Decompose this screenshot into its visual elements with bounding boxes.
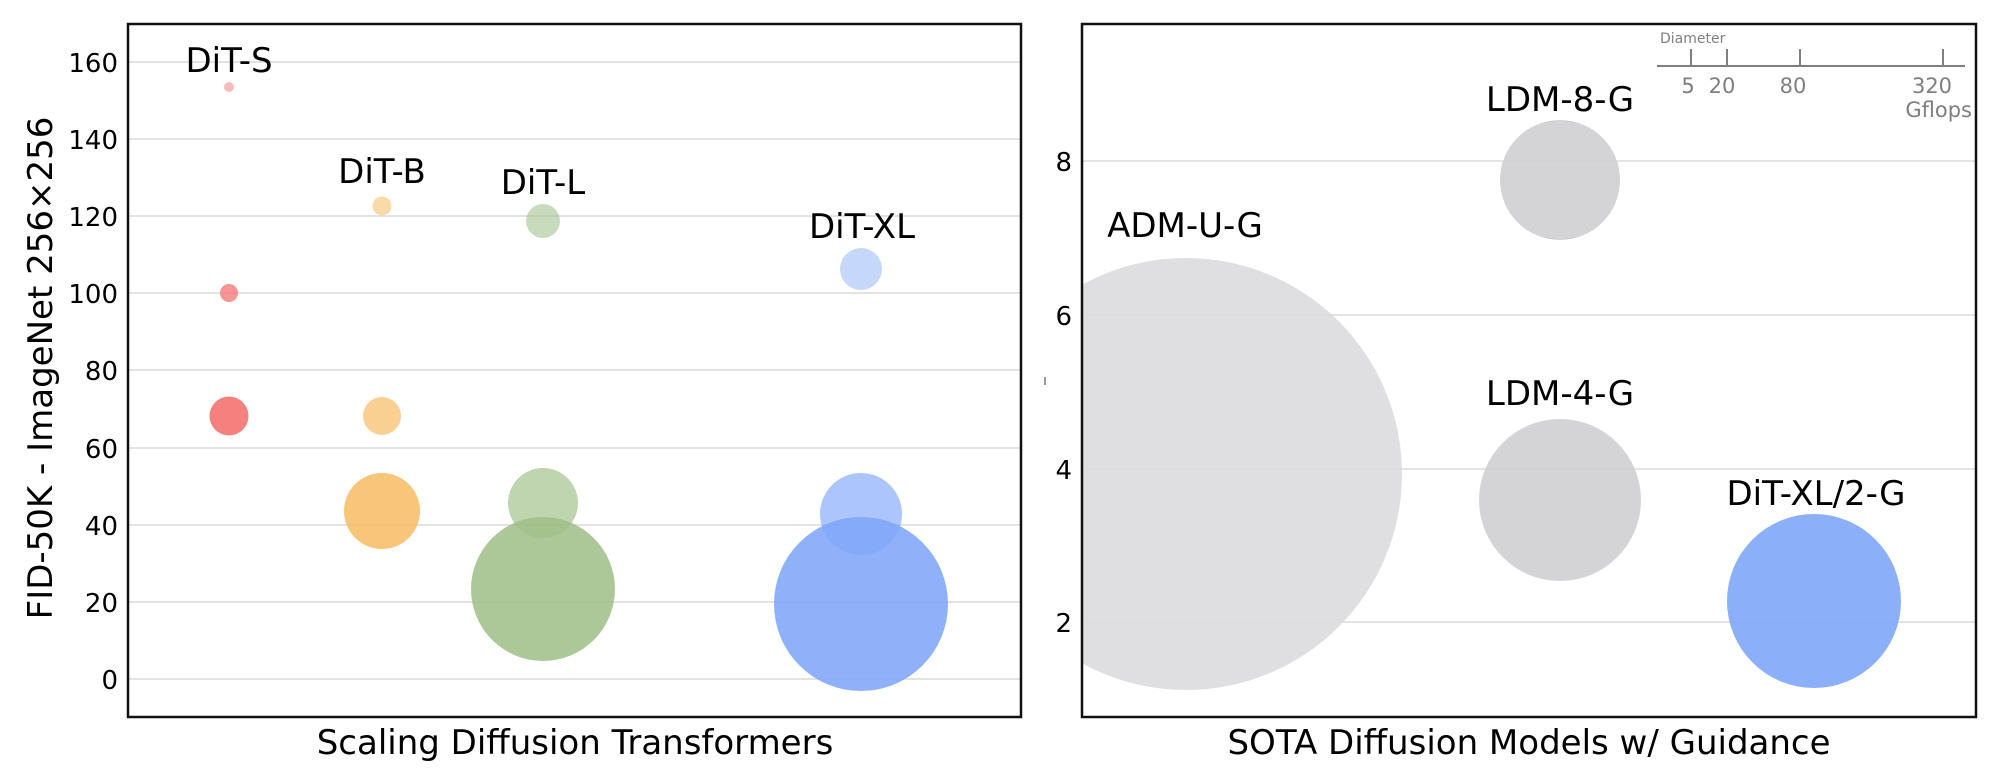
- ytick-20: 20: [85, 589, 118, 619]
- ytick-140: 140: [68, 126, 118, 156]
- bubble-dit-b-2: [363, 397, 401, 435]
- ytick-60: 60: [85, 435, 118, 465]
- ytick-6: 6: [1055, 302, 1072, 332]
- ytick-120: 120: [68, 203, 118, 233]
- label-dit-xl-2-g: DiT-XL/2-G: [1726, 474, 1905, 514]
- legend-label-5: 5: [1681, 74, 1694, 98]
- bubble-dit-xl-2-g: [1727, 514, 1901, 688]
- label-dit-s: DiT-S: [185, 41, 272, 81]
- ytick-2: 2: [1055, 609, 1072, 639]
- bubble-dit-b-3: [344, 473, 420, 549]
- legend-label-320: 320: [1912, 74, 1952, 98]
- bubble-ldm-8-g: [1500, 120, 1620, 240]
- bubble-dit-l-1: [526, 204, 560, 238]
- left-y-axis-label: FID-50K - ImageNet 256×256: [21, 117, 61, 620]
- label-dit-b: DiT-B: [338, 152, 426, 192]
- bubble-dit-xl-3: [774, 517, 948, 691]
- label-ldm-8-g: LDM-8-G: [1486, 80, 1634, 120]
- legend-unit: Gflops: [1905, 98, 1972, 122]
- left-yticks: 0 20 40 60 80 100 120 140 160: [68, 49, 118, 696]
- ytick-160: 160: [68, 49, 118, 79]
- bubble-dit-s-3: [209, 396, 249, 436]
- legend-label-20: 20: [1709, 74, 1736, 98]
- left-x-axis-label: Scaling Diffusion Transformers: [317, 723, 834, 763]
- legend-label-80: 80: [1780, 74, 1807, 98]
- bubble-dit-b-1: [372, 196, 392, 216]
- right-yticks: 2 4 6 8: [1055, 148, 1072, 639]
- label-dit-l: DiT-L: [501, 163, 586, 203]
- bubble-dit-l-3: [471, 517, 615, 661]
- ytick-80: 80: [85, 357, 118, 387]
- ytick-0: 0: [101, 666, 118, 696]
- ytick-8: 8: [1055, 148, 1072, 178]
- label-adm-u-g: ADM-U-G: [1107, 206, 1263, 246]
- right-chart: 2 4 6 8 SOTA Diffusion Models w/ Guidanc…: [1055, 22, 1978, 763]
- ytick-40: 40: [85, 512, 118, 542]
- legend-title: Diameter: [1660, 31, 1726, 47]
- ytick-100: 100: [68, 280, 118, 310]
- ytick-4: 4: [1055, 456, 1072, 486]
- diameter-legend: Diameter 5 20 80 320 Gflops: [1657, 31, 1972, 122]
- bubble-dit-s-2: [220, 284, 238, 302]
- left-chart: 0 20 40 60 80 100 120 140 160 FID-50K - …: [21, 22, 1023, 763]
- label-ldm-4-g: LDM-4-G: [1486, 374, 1634, 414]
- bubble-dit-xl-1: [840, 248, 882, 290]
- bubble-dit-s-1: [224, 82, 234, 92]
- bubble-ldm-4-g: [1479, 419, 1641, 581]
- right-x-axis-label: SOTA Diffusion Models w/ Guidance: [1227, 723, 1830, 763]
- label-dit-xl: DiT-XL: [809, 207, 915, 247]
- left-axes-frame: [126, 22, 1023, 719]
- bubble-adm-u-g: [1082, 258, 1402, 690]
- right-axes-frame: [1080, 22, 1978, 719]
- left-gridlines: [128, 61, 1021, 680]
